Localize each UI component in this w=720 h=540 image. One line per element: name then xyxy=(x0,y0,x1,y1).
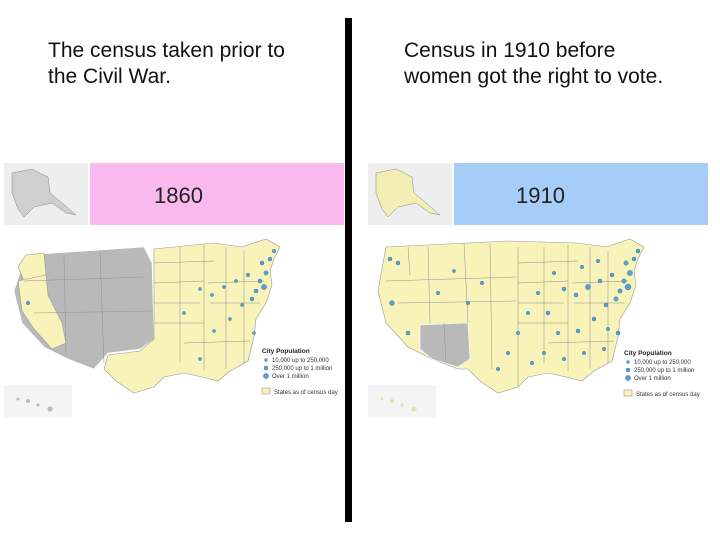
legend-small-dot xyxy=(626,360,630,364)
legend-title: City Population xyxy=(262,348,310,355)
legend-large-dot xyxy=(625,375,631,381)
legend-medium-dot xyxy=(263,365,269,371)
city-dots-1910 xyxy=(387,248,641,371)
hawaii-inset xyxy=(4,385,72,417)
legend-title: City Population xyxy=(624,350,672,357)
legend-large: Over 1 million xyxy=(272,374,309,380)
year-banner xyxy=(90,163,344,225)
map-1860: 1860 City Population xyxy=(4,163,344,420)
legend-1910: City Population 10,000 up to 250,000 250… xyxy=(623,350,700,398)
legend-states-swatch xyxy=(623,389,633,397)
legend-medium: 250,000 up to 1 million xyxy=(272,366,332,372)
legend-medium: 250,000 up to 1 million xyxy=(634,368,694,374)
year-label: 1910 xyxy=(516,183,565,208)
panel-divider xyxy=(345,18,352,522)
alaska-shape xyxy=(11,168,77,218)
caption-1910: Census in 1910 before women got the righ… xyxy=(404,39,664,88)
year-label: 1860 xyxy=(154,183,203,208)
legend-small: 10,000 up to 250,000 xyxy=(272,358,329,364)
state-borders xyxy=(385,242,629,387)
hawaii-islands xyxy=(16,397,53,412)
eastern-states xyxy=(103,238,281,394)
map-1910-svg: 1910 City xyxy=(368,163,708,417)
city-dots-1860 xyxy=(26,248,277,361)
legend-large: Over 1 million xyxy=(634,376,671,382)
united-states xyxy=(377,238,645,394)
legend-1860: City Population 10,000 up to 250,000 250… xyxy=(261,348,338,396)
alaska-shape xyxy=(375,168,441,218)
legend-states-swatch xyxy=(261,387,271,395)
map-1910: 1910 City xyxy=(368,163,708,420)
map-1860-svg: 1860 City Population xyxy=(4,163,344,417)
caption-1860: The census taken prior to the Civil War. xyxy=(48,39,285,88)
hawaii-islands xyxy=(380,397,417,412)
year-banner xyxy=(454,163,708,225)
hawaii-inset xyxy=(368,385,436,417)
legend-medium-dot xyxy=(625,367,631,373)
legend-small: 10,000 up to 250,000 xyxy=(634,360,691,366)
legend-large-dot xyxy=(263,373,269,379)
legend-states: States as of census day xyxy=(274,390,338,396)
legend-small-dot xyxy=(264,358,268,362)
legend-states: States as of census day xyxy=(636,392,700,398)
